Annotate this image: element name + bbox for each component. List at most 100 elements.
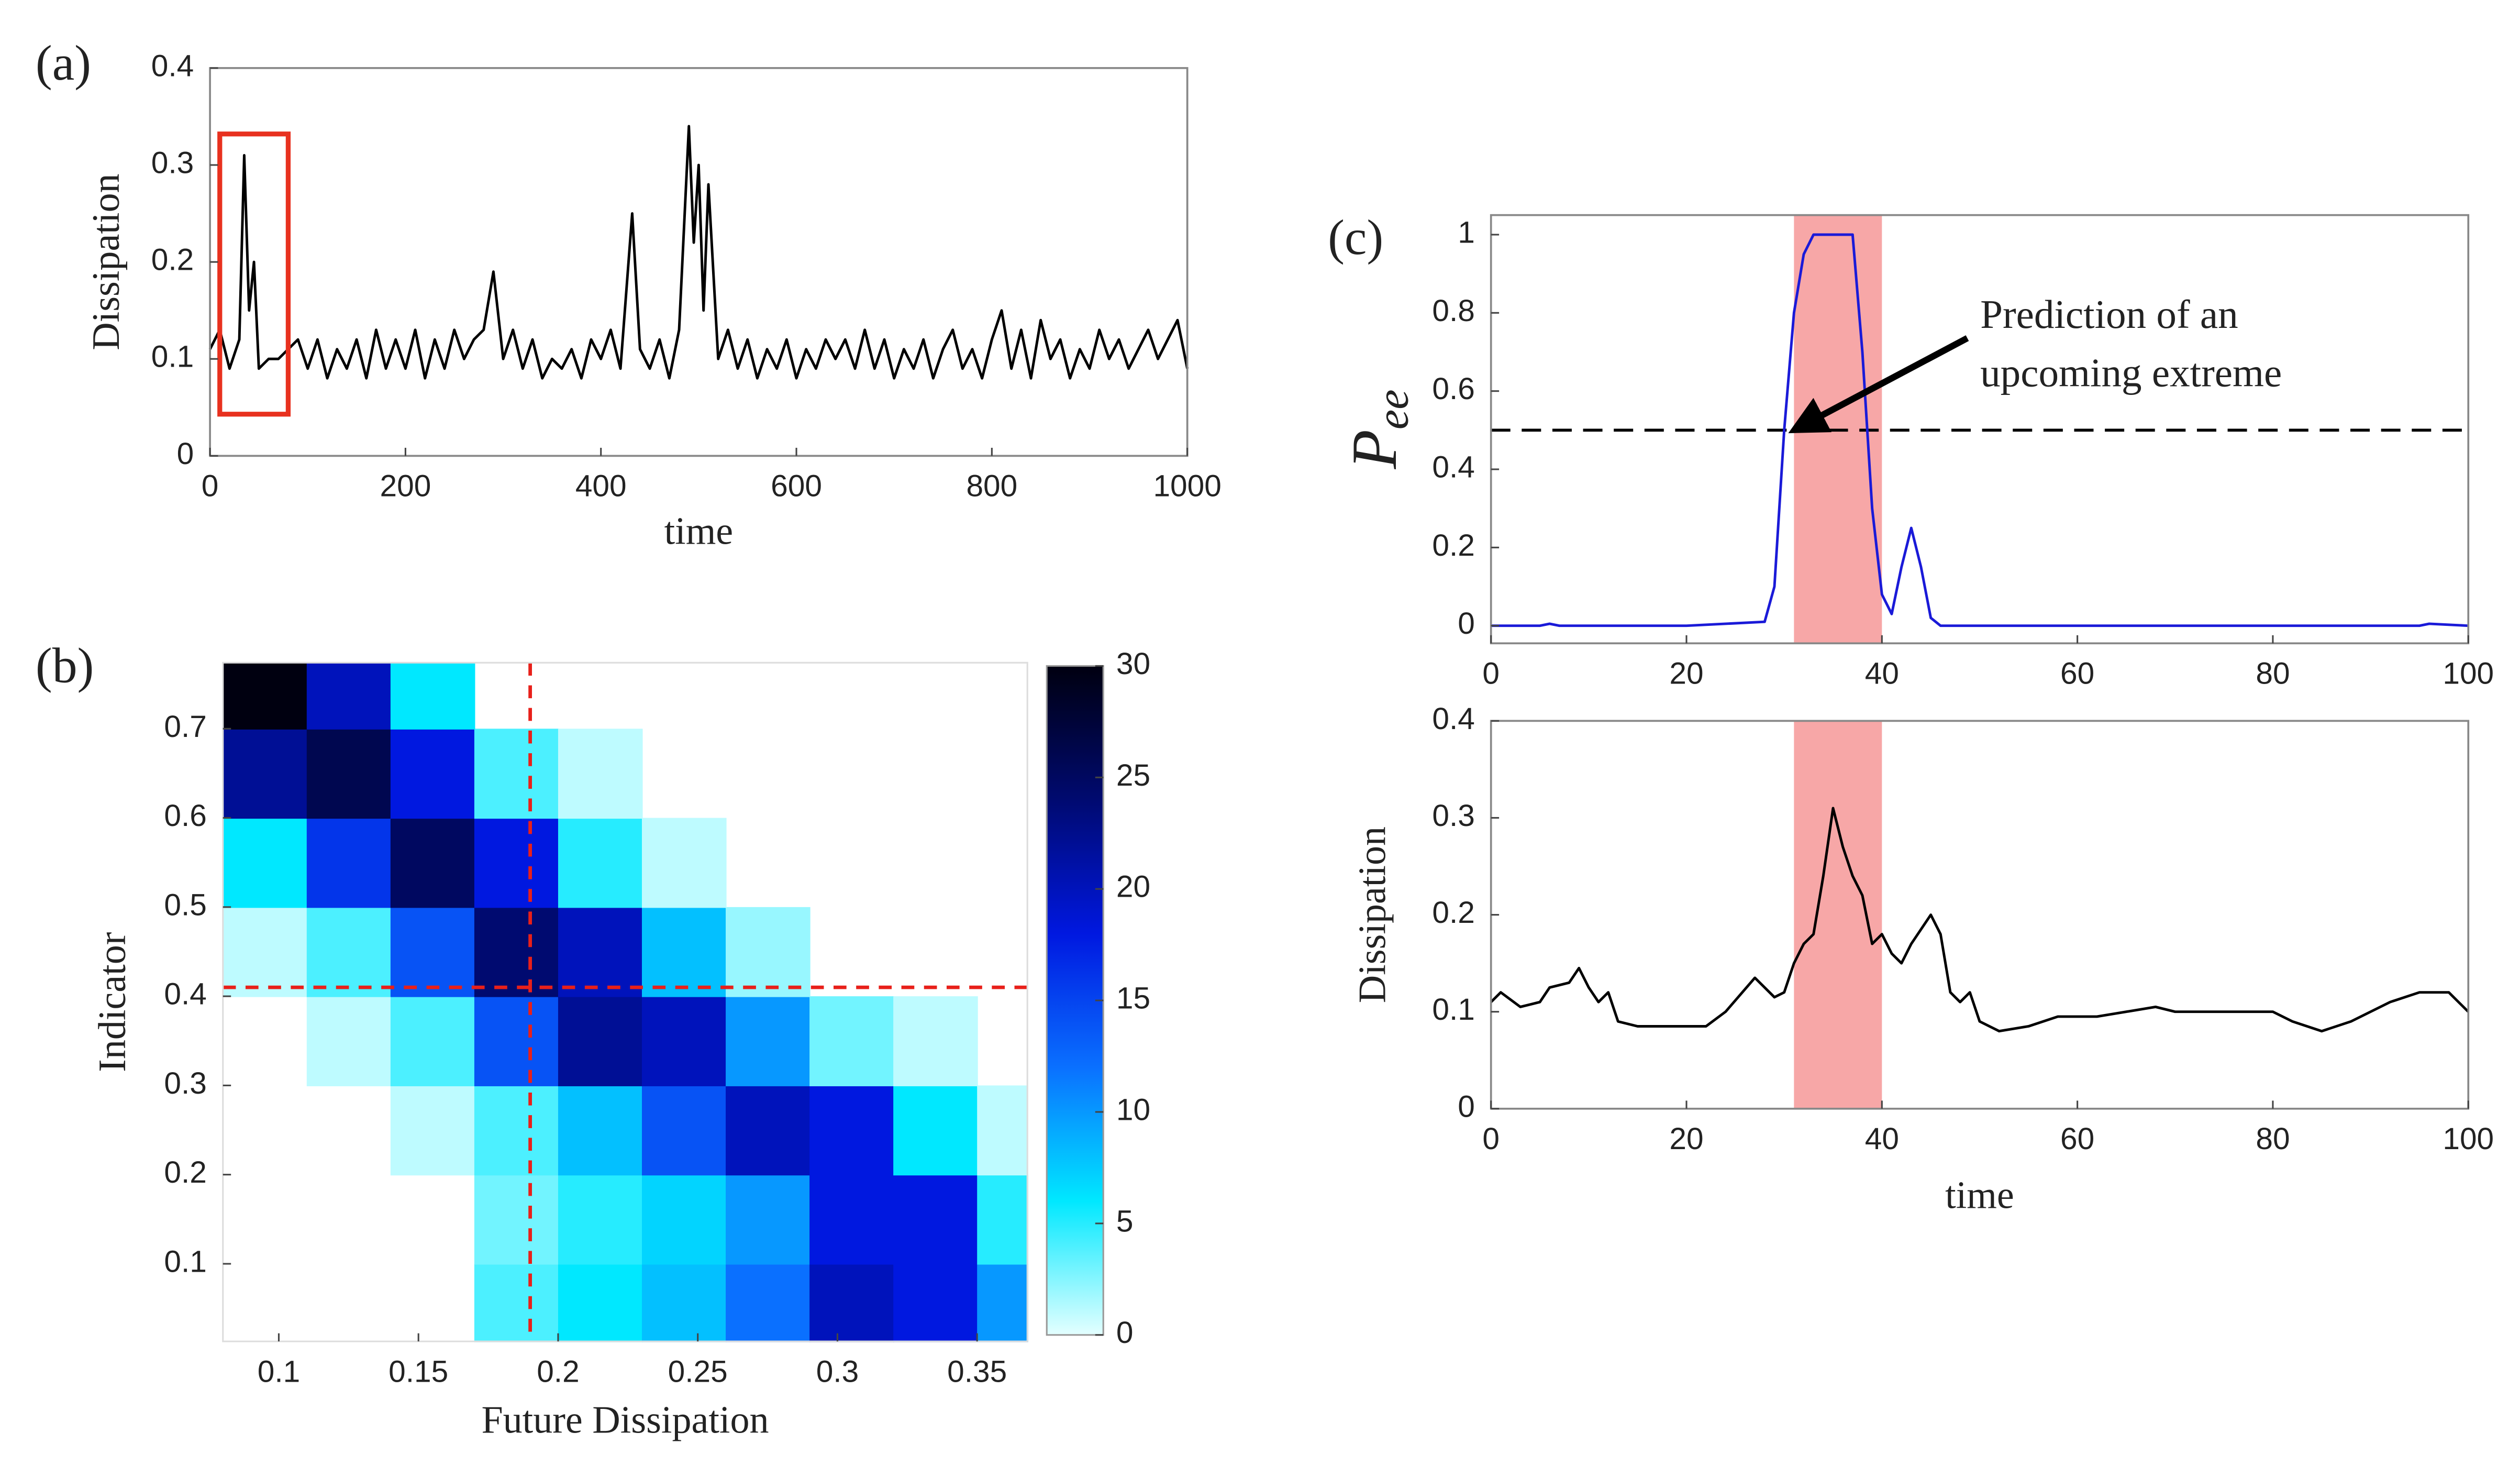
heatmap-cell [642,996,727,1086]
x-tick-label: 200 [380,469,431,503]
y-axis-label: Pee [1338,389,1417,469]
y-tick-label: 1 [1458,215,1475,249]
y-axis-label-main: P [1338,429,1410,469]
axes-box [1490,214,2470,645]
heatmap-cell [726,1263,811,1342]
heatmap-cell [390,996,475,1086]
x-tick-label: 100 [2443,656,2494,690]
x-tick-label: 20 [1669,1122,1703,1156]
y-tick-label: 0.2 [1432,896,1474,930]
x-tick-label: 0.3 [816,1354,859,1388]
heatmap-cell [474,1263,559,1342]
x-axis-label: time [1945,1174,2014,1217]
heatmap-cell [642,907,727,997]
heatmap-cell [726,1174,811,1265]
colorbar-tick-label: 15 [1116,982,1150,1016]
heatmap-cell [558,729,643,819]
y-tick-label: 0.6 [164,799,206,833]
y-axis-label: Indicator [91,932,134,1072]
heatmap-cell [809,1174,894,1265]
y-axis-label: Dissipation [1351,826,1394,1003]
heatmap-cell [558,818,643,908]
y-tick-label: 0.4 [1432,702,1474,736]
x-tick-label: 20 [1669,656,1703,690]
x-tick-label: 100 [2443,1122,2494,1156]
x-tick-label: 0.15 [388,1354,448,1388]
heatmap-cell [390,1085,475,1176]
data-line [1491,233,2469,627]
x-tick-label: 600 [771,469,822,503]
heatmap-cell [390,907,475,997]
axes-box [209,67,1189,457]
heatmap-cell [390,663,475,730]
y-tick-label: 0 [177,437,194,471]
heatmap-cell [474,818,559,908]
heatmap-cell [223,663,308,730]
data-line [208,125,1189,380]
colorbar-tick-label: 5 [1116,1204,1134,1238]
y-tick-label: 0.3 [164,1066,206,1100]
heatmap-cell [893,996,978,1086]
x-tick-label: 0 [202,469,219,503]
y-tick-label: 0.2 [164,1155,206,1189]
heatmap-cell [558,1174,643,1265]
x-tick-label: 0 [1482,1122,1500,1156]
y-tick-label: 0.5 [164,888,206,922]
y-tick-label: 0.1 [164,1244,206,1278]
x-tick-label: 80 [2256,1122,2290,1156]
annotation-text: Prediction of an [1980,292,2238,337]
heatmap-cell [809,996,894,1086]
heatmap-cell [558,996,643,1086]
colorbar [1046,665,1104,1336]
y-tick-label: 0 [1458,1089,1475,1123]
annotation-arrow [1788,335,1969,434]
y-tick-label: 0.4 [164,977,206,1011]
heatmap-cell [306,907,392,997]
heatmap-cell [726,1085,811,1176]
y-tick-label: 0.7 [164,710,206,744]
panel-label: (a) [36,35,91,91]
y-tick-label: 0.3 [151,146,194,180]
heatmap-cell [893,1085,978,1176]
annotation-text: upcoming extreme [1980,350,2282,395]
y-tick-label: 0 [1458,607,1475,641]
x-tick-label: 0.1 [258,1354,300,1388]
y-tick-label: 0.2 [1432,528,1474,563]
heatmap-cell [306,818,392,908]
panel-label: (c) [1328,210,1383,265]
heatmap-cell [223,729,308,819]
x-tick-label: 800 [966,469,1017,503]
heatmap-cell [306,996,392,1086]
x-tick-label: 400 [575,469,627,503]
y-axis-label: Dissipation [85,174,128,350]
heatmap-cell [306,663,392,730]
heatmap-cell [809,1263,894,1342]
heatmap-cell [642,1085,727,1176]
heatmap-cell [642,1174,727,1265]
y-axis-label-sub: ee [1368,389,1418,429]
heatmap-cell [223,818,308,908]
y-tick-label: 0.1 [1432,993,1474,1027]
x-tick-label: 0.2 [537,1354,579,1388]
y-tick-label: 0.6 [1432,372,1474,406]
y-tick-label: 0.4 [1432,450,1474,484]
heatmap-cell [558,907,643,997]
x-tick-label: 80 [2256,656,2290,690]
y-tick-label: 0.3 [1432,799,1474,833]
x-tick-label: 0.25 [668,1354,728,1388]
x-tick-label: 40 [1865,1122,1899,1156]
heatmap-cell [474,996,559,1086]
y-tick-label: 0.4 [151,49,194,83]
x-axis-label: time [664,510,734,553]
heatmap-cell [977,1263,1028,1342]
x-tick-label: 1000 [1153,469,1221,503]
y-tick-label: 0.1 [151,340,194,374]
heatmap-cell [642,1263,727,1342]
heatmap-cell [893,1174,978,1265]
heatmap-cell [726,996,811,1086]
heatmap-cell [726,907,811,997]
heatmap-cell [390,818,475,908]
colorbar-tick-label: 10 [1116,1093,1150,1127]
